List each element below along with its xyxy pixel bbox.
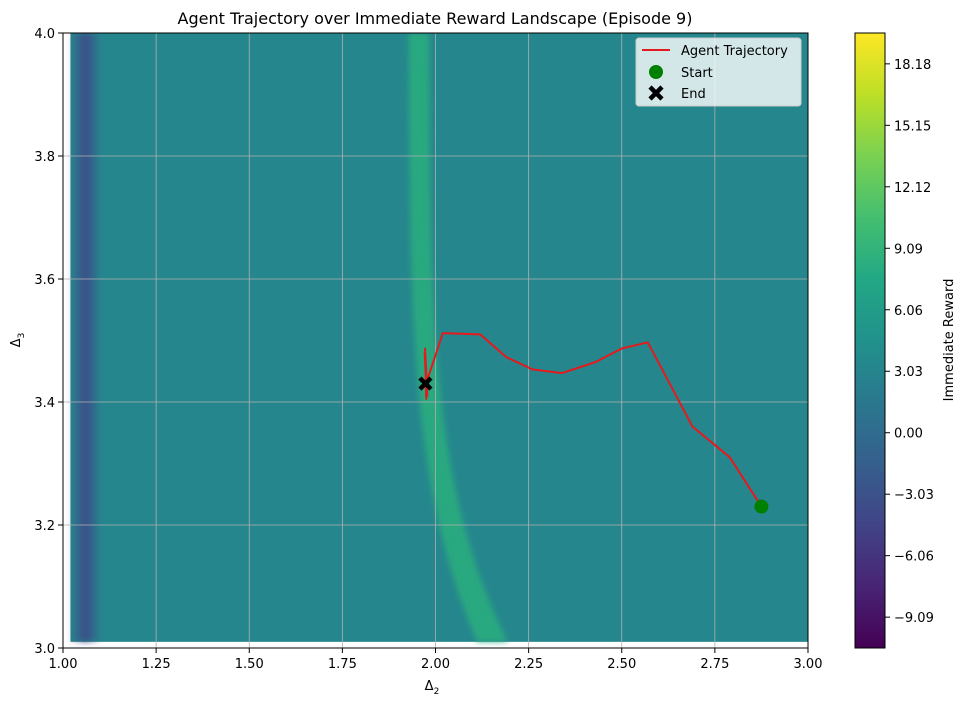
x-tick-label: 1.25 [142,657,171,672]
y-tick-label: 3.0 [34,642,55,657]
colorbar-tick-label: 3.03 [894,365,923,380]
colorbar-ticks: −9.09 −6.06 −3.03 0.00 3.03 6.06 9.09 12.12 15.1… [885,58,934,626]
colorbar: −9.09 −6.06 −3.03 0.00 3.03 6.06 9.09 12.12 15.1… [854,32,957,649]
y-axis-label-subscript: 3 [17,333,27,339]
heatmap-high-ridge [408,33,508,642]
colorbar-tick-label: 6.06 [894,304,923,319]
legend-end-swatch [648,85,664,101]
colorbar-tick-label: 18.18 [894,58,931,73]
chart-title: Agent Trajectory over Immediate Reward L… [178,9,693,28]
y-tick-label: 3.4 [34,396,55,411]
legend-start-label: Start [681,66,713,81]
x-tick-label: 2.75 [700,657,729,672]
end-marker [418,376,433,391]
y-tick-label: 3.8 [34,150,55,165]
y-tick-label: 4.0 [34,27,55,42]
legend-box [635,37,802,107]
x-tick-label: 1.75 [328,657,357,672]
x-axis-ticks: 1.00 1.25 1.50 1.75 2.00 2.25 2.50 2.75 3.00 [49,648,823,672]
colorbar-tick-label: −3.03 [894,488,934,503]
y-tick-label: 3.6 [34,273,55,288]
legend-start-swatch [649,65,663,79]
y-axis-label: Δ3 [9,333,27,348]
heatmap [69,33,808,642]
trajectory-layer [418,332,769,514]
y-axis-label-base: Δ [9,338,24,347]
colorbar-gradient [854,32,886,649]
colorbar-tick-label: −6.06 [894,550,934,565]
legend-end-label: End [681,87,706,102]
colorbar-tick-label: −9.09 [894,611,934,626]
x-axis-label-subscript: 2 [434,687,440,697]
colorbar-tick-label: 15.15 [894,119,931,134]
legend-trajectory-label: Agent Trajectory [681,44,788,59]
x-tick-label: 2.50 [607,657,636,672]
x-tick-label: 3.00 [794,657,823,672]
x-axis-label: Δ2 [425,679,440,697]
heatmap-base [70,33,808,642]
colorbar-tick-label: 0.00 [894,427,923,442]
legend: Agent Trajectory Start End [635,37,802,107]
colorbar-tick-label: 12.12 [894,181,931,196]
x-tick-label: 1.00 [49,657,78,672]
heatmap-low-stripe [69,33,102,642]
x-axis-label-base: Δ [425,679,434,694]
colorbar-label: Immediate Reward [942,279,957,402]
x-tick-label: 2.25 [514,657,543,672]
x-tick-label: 2.00 [421,657,450,672]
colorbar-tick-label: 9.09 [894,242,923,257]
x-tick-label: 1.50 [235,657,264,672]
y-tick-label: 3.2 [34,519,55,534]
start-marker [754,499,769,514]
plot-area [62,32,809,649]
y-axis-ticks: 3.0 3.2 3.4 3.6 3.8 4.0 [34,27,63,657]
